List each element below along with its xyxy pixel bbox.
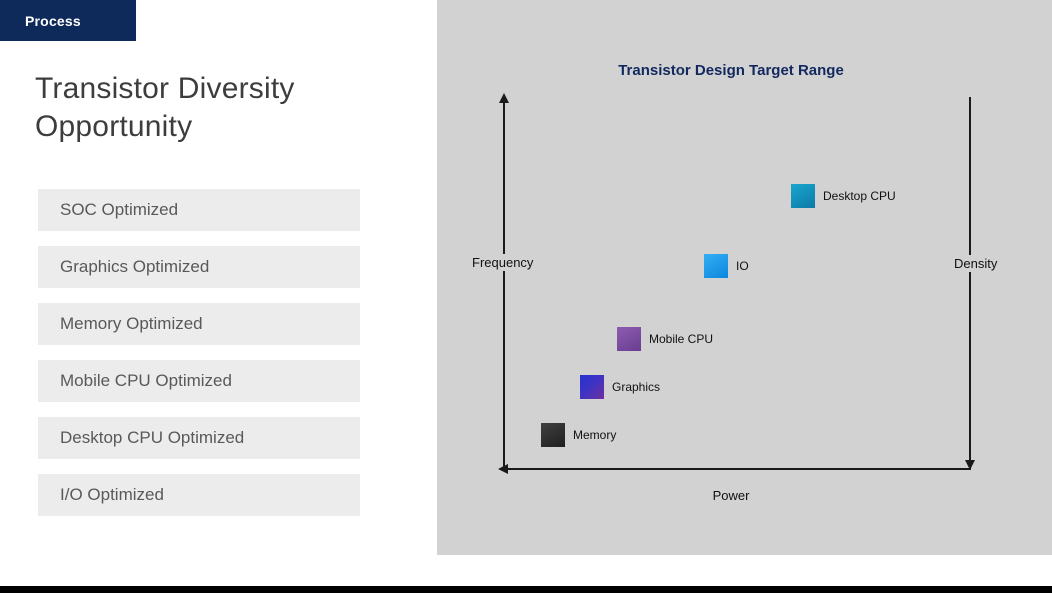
- list-item: SOC Optimized: [38, 189, 360, 231]
- data-point-io: IO: [704, 254, 749, 278]
- arrow-down-icon: [965, 460, 975, 470]
- mobile-cpu-marker: [617, 327, 641, 351]
- frequency-axis-line: [503, 103, 505, 469]
- mobile-cpu-label: Mobile CPU: [649, 332, 714, 346]
- list-item-label: Mobile CPU Optimized: [60, 371, 232, 390]
- density-axis-line: [969, 97, 971, 460]
- chart-panel: Transistor Design Target Range Frequency…: [437, 0, 1052, 555]
- list-item: Graphics Optimized: [38, 246, 360, 288]
- memory-marker: [541, 423, 565, 447]
- list-item: Desktop CPU Optimized: [38, 417, 360, 459]
- list-item-label: Graphics Optimized: [60, 257, 210, 276]
- process-badge-label: Process: [25, 12, 81, 29]
- data-point-desktop-cpu: Desktop CPU: [791, 184, 896, 208]
- slide-title: Transistor Diversity Opportunity: [35, 72, 295, 143]
- process-badge: Process: [0, 0, 136, 41]
- graphics-marker: [580, 375, 604, 399]
- list-item: Mobile CPU Optimized: [38, 360, 360, 402]
- memory-label: Memory: [573, 428, 617, 442]
- list-item-label: Memory Optimized: [60, 314, 203, 333]
- arrow-left-icon: [498, 464, 508, 474]
- desktop-cpu-marker: [791, 184, 815, 208]
- power-axis-label: Power: [712, 488, 750, 503]
- list-item-label: Desktop CPU Optimized: [60, 428, 245, 447]
- desktop-cpu-label: Desktop CPU: [823, 189, 896, 203]
- data-point-mobile-cpu: Mobile CPU: [617, 327, 713, 351]
- data-point-memory: Memory: [541, 423, 616, 447]
- data-point-graphics: Graphics: [580, 375, 660, 399]
- list-item-label: I/O Optimized: [60, 485, 164, 504]
- io-marker: [704, 254, 728, 278]
- list-item: I/O Optimized: [38, 474, 360, 516]
- power-axis-line: [507, 468, 971, 470]
- optimized-list: SOC Optimized Graphics Optimized Memory …: [38, 189, 360, 531]
- graphics-label: Graphics: [612, 380, 661, 394]
- frequency-axis-label: Frequency: [469, 254, 537, 271]
- density-axis-label: Density: [951, 255, 1001, 272]
- chart-title: Transistor Design Target Range: [618, 62, 844, 79]
- io-label: IO: [736, 259, 749, 273]
- bottom-bar: [0, 586, 1052, 593]
- arrow-up-icon: [499, 93, 509, 103]
- list-item: Memory Optimized: [38, 303, 360, 345]
- footer: HOT CHIPS intel. 8: [0, 555, 1052, 586]
- list-item-label: SOC Optimized: [60, 200, 179, 219]
